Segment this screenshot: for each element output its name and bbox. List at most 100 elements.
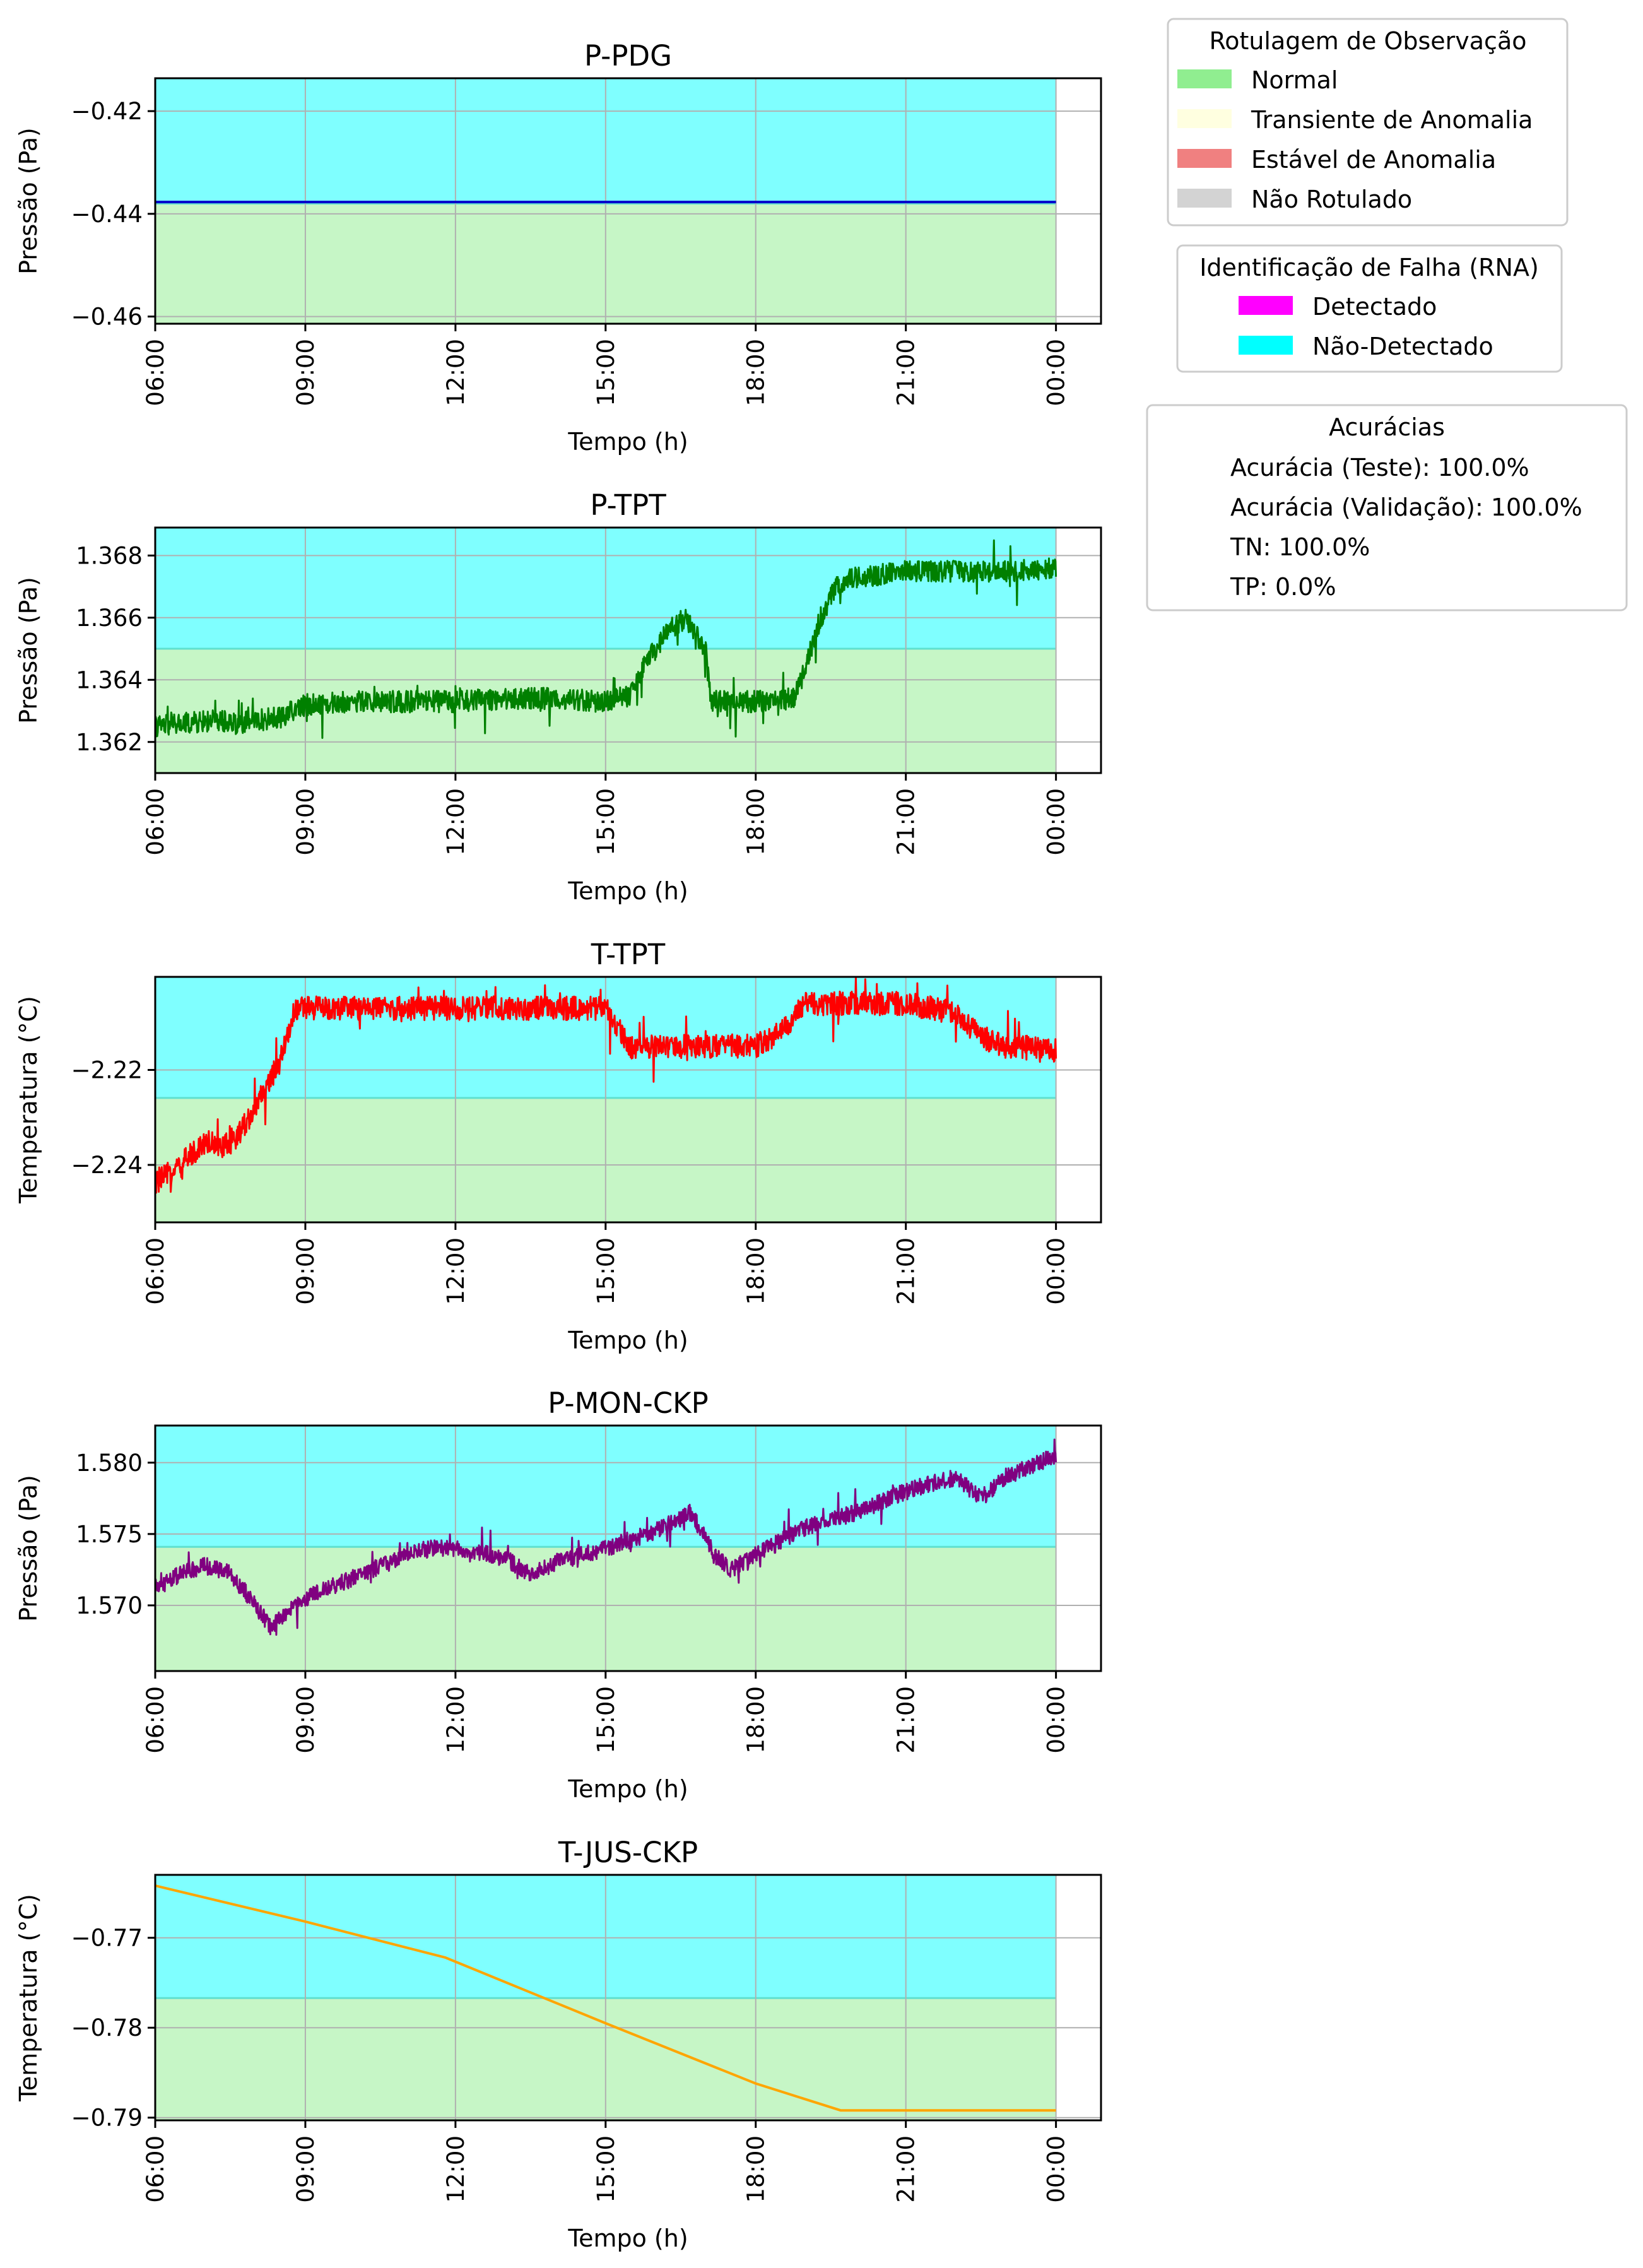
legend-label-unlabeled: Não Rotulado [1251,186,1412,213]
y-tick-label: 1.580 [76,1450,143,1477]
legend-label-stable: Estável de Anomalia [1251,146,1496,174]
y-tick-label: −0.42 [71,98,143,125]
legend-accuracy-validation: Acurácia (Validação): 100.0% [1230,493,1582,521]
legend-label-transient: Transiente de Anomalia [1251,106,1533,134]
y-tick-label: 1.366 [76,605,143,632]
legend-accuracy-tp: TP: 0.0% [1230,573,1336,601]
x-axis-label: Tempo (h) [567,877,688,905]
x-tick-label: 09:00 [292,1237,319,1305]
subplot-t-tpt: T-TPT −2.22 −2.24 06:00 09:00 12:00 15:00 18:00… [15,938,1102,1354]
y-tick-label: 1.368 [76,542,143,569]
x-axis-label: Tempo (h) [567,1326,688,1354]
x-tick-label: 00:00 [1043,1686,1070,1754]
subplot-title: P-PDG [584,39,672,73]
x-tick-label: 15:00 [592,339,620,406]
x-tick-label: 12:00 [442,339,469,406]
subplot-p-tpt: P-TPT 1.368 1.366 1.364 1.362 06:00 09:00 12:00… [15,488,1102,905]
x-tick-label: 18:00 [743,788,770,856]
legend-accuracy: Acurácias Acurácia (Teste): 100.0% Acurá… [1146,404,1628,611]
y-tick-label: −2.24 [71,1152,143,1179]
axes-frame [154,1874,1102,2122]
series-line [154,976,1057,1194]
x-tick-label: 06:00 [142,788,169,856]
x-tick-label: 00:00 [1043,339,1070,406]
y-tick-label: −0.78 [71,2014,143,2041]
x-tick-label: 21:00 [893,1237,920,1305]
subplot-title: T-JUS-CKP [558,1836,698,1869]
x-tick-label: 09:00 [292,2135,319,2203]
y-tick-label: −0.79 [71,2105,143,2132]
x-tick-label: 06:00 [142,1237,169,1305]
legend-accuracy-tn: TN: 100.0% [1230,533,1370,561]
legend-swatch-normal [1177,69,1232,88]
axes-frame [154,526,1102,774]
x-axis-label: Tempo (h) [567,2224,688,2252]
x-tick-label: 18:00 [743,339,770,406]
y-axis-label: Temperatura (°C) [15,1894,42,2102]
x-tick-label: 12:00 [442,788,469,856]
x-tick-label: 15:00 [592,2135,620,2203]
axes-frame [154,976,1102,1224]
subplot-title: T-TPT [591,938,666,971]
y-axis-label: Pressão (Pa) [15,1475,42,1622]
subplot-p-mon-ckp: P-MON-CKP 1.580 1.575 1.570 06:00 09:00 12:00 1… [15,1386,1102,1803]
legend-label-normal: Normal [1251,66,1338,94]
legend-detection: Identificação de Falha (RNA) Detectado N… [1176,244,1563,373]
y-tick-label: −0.46 [71,304,143,331]
y-tick-label: −0.44 [71,201,143,228]
x-tick-label: 18:00 [743,1686,770,1754]
x-tick-label: 06:00 [142,1686,169,1754]
legend-swatch-unlabeled [1177,189,1232,208]
x-tick-label: 21:00 [893,2135,920,2203]
legend-accuracy-frame [1146,404,1628,611]
x-tick-label: 12:00 [442,2135,469,2203]
legend-swatch-not-detected [1239,336,1293,355]
y-tick-label: 1.575 [76,1521,143,1548]
x-tick-label: 21:00 [893,1686,920,1754]
y-tick-label: −0.77 [71,1925,143,1952]
y-tick-label: 1.362 [76,729,143,756]
legend-labels-title: Rotulagem de Observação [1210,27,1527,55]
x-tick-label: 12:00 [442,1686,469,1754]
y-axis-label: Temperatura (°C) [15,996,42,1204]
x-tick-label: 15:00 [592,1237,620,1305]
x-tick-label: 06:00 [142,339,169,406]
legend-swatch-detected [1239,296,1293,315]
x-tick-label: 18:00 [743,2135,770,2203]
x-tick-label: 21:00 [893,788,920,856]
y-tick-label: 1.570 [76,1592,143,1619]
legend-swatch-stable [1177,149,1232,168]
legend-detection-title: Identificação de Falha (RNA) [1199,254,1539,281]
y-axis-label: Pressão (Pa) [15,127,42,275]
y-tick-label: 1.364 [76,666,143,694]
x-tick-label: 06:00 [142,2135,169,2203]
x-tick-label: 00:00 [1043,1237,1070,1305]
subplot-p-pdg: P-PDG −0.42 −0.44 −0.46 06:00 09:00 12:00 15:00… [15,39,1102,456]
legend-label-detected: Detectado [1312,293,1437,321]
x-tick-label: 00:00 [1043,788,1070,856]
x-tick-label: 21:00 [893,339,920,406]
series-line [154,539,1057,740]
legend-label-not-detected: Não-Detectado [1312,333,1493,360]
legend-swatch-transient [1177,109,1232,128]
x-tick-label: 09:00 [292,788,319,856]
subplot-title: P-MON-CKP [548,1386,709,1420]
y-axis-label: Pressão (Pa) [15,577,42,724]
legend-accuracy-title: Acurácias [1329,413,1445,441]
x-axis-label: Tempo (h) [567,428,688,456]
subplot-title: P-TPT [590,488,666,522]
legend-labels: Rotulagem de Observação Normal Transient… [1167,18,1569,227]
x-tick-label: 09:00 [292,1686,319,1754]
x-tick-label: 18:00 [743,1237,770,1305]
x-axis-label: Tempo (h) [567,1775,688,1803]
x-tick-label: 12:00 [442,1237,469,1305]
subplot-t-jus-ckp: T-JUS-CKP −0.77 −0.78 −0.79 06:00 09:00 12:00 1… [15,1836,1102,2252]
axes-frame [154,1424,1102,1672]
series-line [155,1884,1056,2112]
y-tick-label: −2.22 [71,1056,143,1084]
legend-labels-frame [1167,18,1569,227]
legend-accuracy-test: Acurácia (Teste): 100.0% [1230,454,1529,481]
x-tick-label: 15:00 [592,788,620,856]
